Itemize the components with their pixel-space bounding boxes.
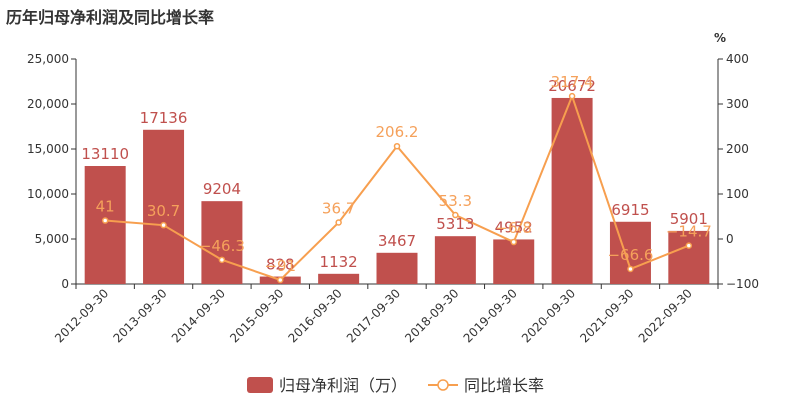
growth-point: [218, 256, 226, 264]
growth-value-label: 36.7: [322, 199, 355, 217]
bar-value-label: 1132: [320, 253, 358, 271]
growth-value-label: 317.4: [551, 73, 594, 91]
bar: [493, 239, 535, 284]
growth-value-label: −91: [264, 257, 296, 275]
y-right-tick-label: 100: [726, 187, 749, 201]
y-left-tick-label: 15,000: [27, 142, 69, 156]
bar-value-label: 20672: [548, 77, 596, 95]
growth-point: [685, 242, 693, 249]
bar-value-label: 5313: [436, 215, 474, 233]
bar-value-label: 5901: [670, 210, 708, 228]
growth-point: [160, 221, 167, 229]
x-tick-label: 2021-09-30: [577, 286, 636, 345]
growth-value-label: 30.7: [147, 202, 180, 220]
legend-line-label: 同比增长率: [464, 376, 544, 395]
growth-value-label: 41: [96, 198, 115, 216]
x-tick-label: 2017-09-30: [344, 286, 403, 345]
bar-value-label: 4952: [495, 218, 533, 236]
bar-value-label: 17136: [140, 109, 188, 127]
growth-point: [101, 217, 109, 224]
y-left-tick-label: 5,000: [35, 232, 69, 246]
x-tick-label: 2013-09-30: [110, 286, 169, 345]
legend-line-marker: [437, 379, 449, 391]
growth-value-label: −6.8: [496, 219, 532, 237]
legend-bar-label: 归母净利润（万）: [279, 376, 407, 395]
y-right-tick-label: 200: [726, 142, 749, 156]
y-right-tick-label: 0: [726, 232, 734, 246]
growth-point: [335, 219, 342, 226]
y-right-tick-label: 300: [726, 97, 749, 111]
x-tick-label: 2015-09-30: [227, 286, 286, 345]
y-left-tick-label: 25,000: [27, 52, 69, 66]
bar-value-label: 6915: [611, 201, 649, 219]
y-right-tick-label: −100: [726, 277, 759, 291]
growth-value-label: −46.3: [199, 237, 245, 255]
growth-value-label: −14.7: [666, 223, 712, 241]
bar: [434, 236, 476, 284]
bar-value-label: 13110: [81, 145, 129, 163]
growth-value-label: 53.3: [439, 192, 472, 210]
bar: [551, 97, 593, 285]
growth-point: [568, 92, 576, 100]
x-tick-label: 2018-09-30: [402, 286, 461, 345]
x-tick-label: 2014-09-30: [169, 286, 228, 345]
y-left-tick-label: 0: [61, 277, 69, 291]
growth-point: [277, 276, 284, 284]
x-tick-label: 2019-09-30: [461, 286, 520, 345]
x-tick-label: 2016-09-30: [286, 286, 345, 345]
bar: [376, 252, 418, 284]
x-tick-label: 2020-09-30: [519, 286, 578, 345]
x-tick-label: 2022-09-30: [636, 286, 695, 345]
growth-point: [627, 265, 634, 273]
bar-value-label: 9204: [203, 180, 241, 198]
y-left-tick-label: 20,000: [27, 97, 69, 111]
bar-value-label: 3467: [378, 232, 416, 250]
growth-value-label: 206.2: [376, 123, 419, 141]
y-left-tick-label: 10,000: [27, 187, 69, 201]
bar: [143, 129, 185, 284]
bar-value-label: 828: [266, 256, 295, 274]
bar: [201, 201, 243, 284]
x-tick-label: 2012-09-30: [52, 286, 111, 345]
y-right-tick-label: 400: [726, 52, 749, 66]
legend-bar-swatch: [247, 377, 273, 393]
bar: [668, 230, 710, 284]
y-right-unit: %: [714, 31, 726, 45]
bar: [609, 221, 651, 284]
bar: [318, 273, 360, 284]
growth-value-label: −66.6: [607, 246, 653, 264]
bar: [84, 166, 126, 284]
growth-point: [452, 211, 459, 219]
chart-title: 历年归母净利润及同比增长率: [6, 8, 215, 27]
growth-point: [510, 238, 517, 246]
growth-point: [393, 142, 401, 150]
